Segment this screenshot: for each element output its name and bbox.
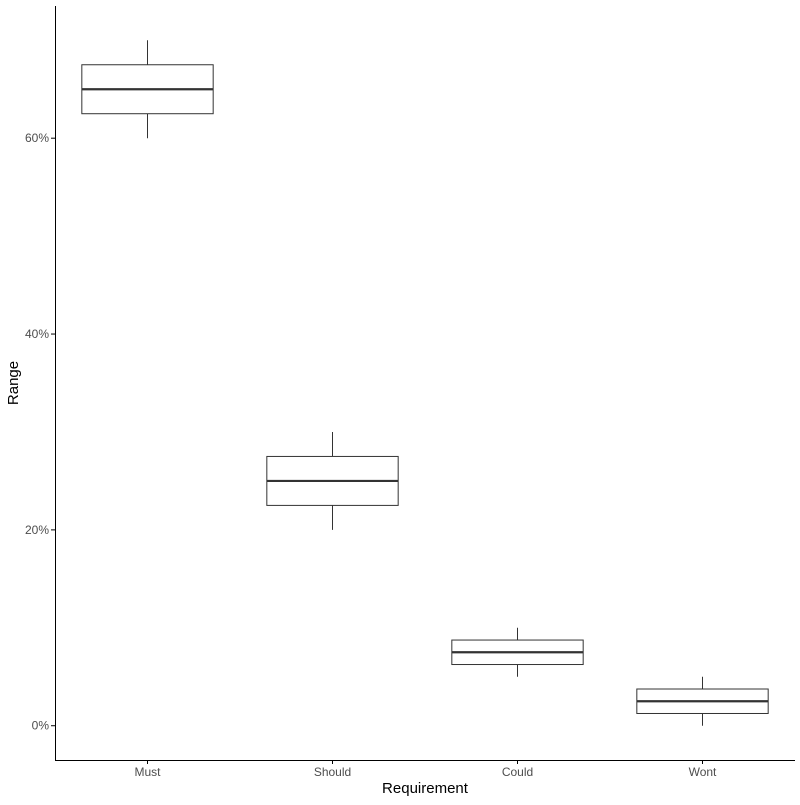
x-ticks-layer: Must Should Could Wont	[134, 760, 717, 779]
box-could	[451, 627, 584, 677]
x-axis-title: Requirement	[382, 780, 469, 797]
y-tick-label: 0%	[32, 719, 50, 733]
y-tick-label: 60%	[25, 131, 49, 145]
x-tick-label: Must	[134, 765, 161, 779]
y-ticks-layer: 0% 20% 40% 60%	[25, 131, 55, 733]
x-tick-label: Could	[502, 765, 533, 779]
boxes-layer	[81, 40, 769, 726]
y-tick-label: 20%	[25, 523, 49, 537]
x-tick-label: Wont	[689, 765, 717, 779]
box-wont	[636, 676, 769, 726]
box-must	[81, 40, 214, 139]
x-tick-label: Should	[314, 765, 351, 779]
y-tick-label: 40%	[25, 327, 49, 341]
y-axis-title: Range	[5, 361, 22, 405]
box-should	[266, 431, 399, 530]
